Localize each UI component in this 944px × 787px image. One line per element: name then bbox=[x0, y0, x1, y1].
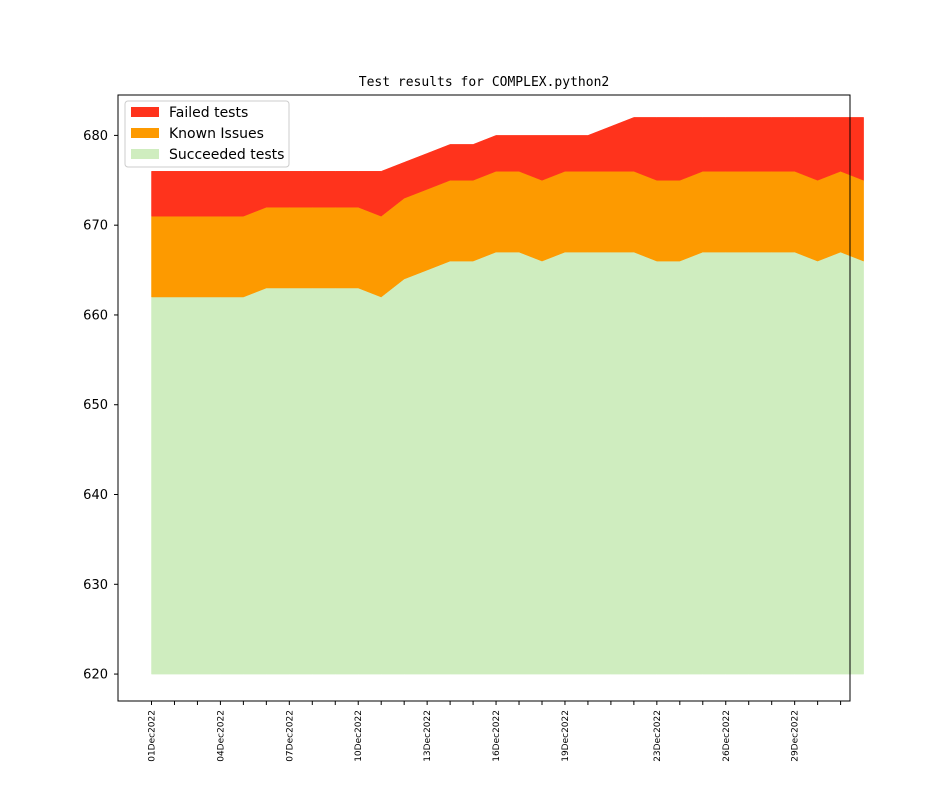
legend: Failed tests Known Issues Succeeded test… bbox=[124, 100, 290, 168]
x-tick-label: 16Dec2022 bbox=[492, 710, 502, 762]
area-succeeded-tests bbox=[151, 251, 864, 675]
legend-box bbox=[124, 100, 290, 168]
y-tick-label: 640 bbox=[83, 488, 108, 503]
chart-title: Test results for COMPLEX.python2 bbox=[359, 75, 609, 90]
y-tick-label: 650 bbox=[83, 398, 108, 413]
legend-label-known-issues: Known Issues bbox=[169, 126, 264, 142]
y-axis: 620 630 640 650 660 670 680 bbox=[83, 129, 118, 683]
legend-swatch-known-issues bbox=[131, 128, 159, 138]
legend-swatch-failed bbox=[131, 107, 159, 117]
plot-frame bbox=[117, 94, 851, 702]
x-tick-label: 13Dec2022 bbox=[423, 710, 433, 762]
x-tick-label: 10Dec2022 bbox=[354, 710, 364, 762]
x-tick-label: 04Dec2022 bbox=[216, 710, 226, 762]
legend-label-succeeded: Succeeded tests bbox=[169, 147, 284, 163]
y-tick-label: 680 bbox=[83, 129, 108, 144]
x-tick-label: 23Dec2022 bbox=[653, 710, 663, 762]
area-failed-tests bbox=[151, 117, 864, 217]
x-tick-label: 19Dec2022 bbox=[561, 710, 571, 762]
y-tick-label: 620 bbox=[83, 668, 108, 683]
x-axis: 01Dec2022 04Dec2022 07Dec2022 10Dec2022 13De… bbox=[148, 701, 842, 762]
x-tick-label: 26Dec2022 bbox=[722, 710, 732, 762]
legend-swatch-succeeded bbox=[131, 149, 159, 159]
x-tick-label: 29Dec2022 bbox=[791, 710, 801, 762]
y-tick-label: 670 bbox=[83, 219, 108, 234]
x-tick-label: 01Dec2022 bbox=[148, 710, 158, 762]
y-tick-label: 630 bbox=[83, 578, 108, 593]
x-tick-label: 07Dec2022 bbox=[285, 710, 295, 762]
y-tick-label: 660 bbox=[83, 308, 108, 323]
area-series-group bbox=[151, 117, 864, 675]
legend-label-failed: Failed tests bbox=[169, 105, 248, 121]
